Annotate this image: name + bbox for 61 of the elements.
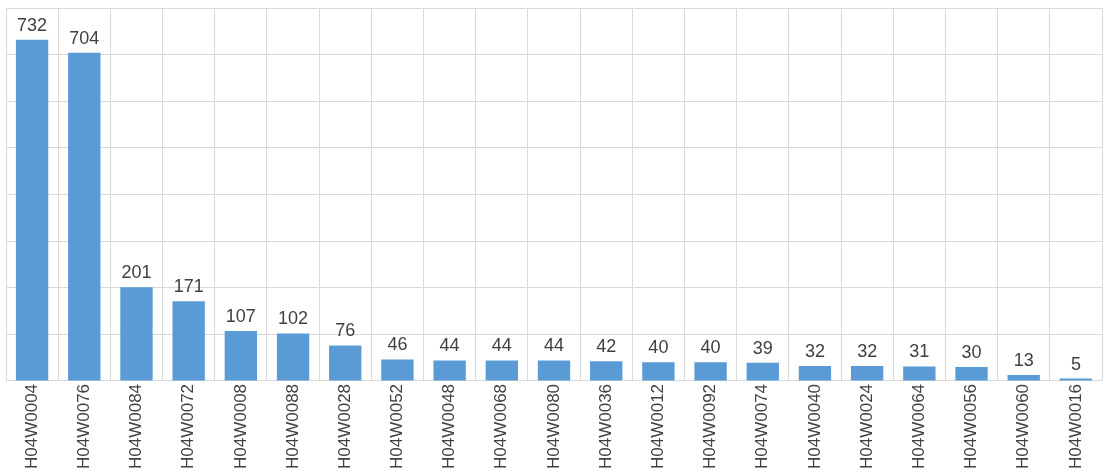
data-label: 42 (596, 336, 617, 357)
data-label: 107 (225, 306, 256, 327)
x-tick-label: H04W0076 (73, 383, 93, 470)
bar (485, 360, 518, 381)
data-label: 44 (439, 335, 460, 356)
bar (850, 366, 884, 381)
x-tick-label: H04W0084 (126, 383, 146, 470)
bar (433, 360, 466, 381)
data-label: 31 (909, 341, 930, 362)
x-tick-label: H04W0072 (178, 383, 198, 470)
x-tick-label: H04W0092 (700, 383, 720, 470)
bar (694, 362, 727, 381)
bar (172, 301, 205, 381)
bar (120, 287, 153, 381)
data-label: 40 (648, 337, 669, 358)
bar (590, 361, 623, 381)
x-tick-label: H04W0080 (543, 383, 563, 470)
bar (15, 39, 49, 381)
bar (276, 333, 310, 381)
data-label: 76 (335, 320, 356, 341)
bar (381, 359, 414, 381)
x-tick-label: H04W0008 (230, 383, 250, 470)
data-label: 171 (173, 276, 204, 297)
data-label: 44 (491, 335, 512, 356)
x-tick-label: H04W0040 (804, 383, 824, 470)
bar (798, 366, 832, 381)
x-tick-label: H04W0028 (334, 383, 354, 470)
x-tick-label: H04W0024 (856, 383, 876, 470)
data-label: 30 (961, 341, 982, 362)
x-tick-label: H04W0012 (648, 383, 668, 470)
x-tick-label: H04W0048 (439, 383, 459, 470)
data-label: 5 (1070, 353, 1081, 374)
data-label: 40 (700, 337, 721, 358)
data-label: 201 (121, 262, 152, 283)
x-tick-label: H04W0016 (1065, 383, 1085, 470)
x-tick-label: H04W0052 (387, 383, 407, 470)
x-tick-label: H04W0060 (1013, 383, 1033, 470)
x-tick-label: H04W0056 (961, 383, 981, 470)
bar (746, 362, 779, 381)
data-label: 39 (752, 337, 773, 358)
bar (903, 366, 936, 381)
data-label: 102 (278, 308, 309, 329)
data-label: 44 (543, 335, 565, 356)
x-tick-label: H04W0064 (909, 383, 929, 470)
x-tick-label: H04W0036 (595, 383, 615, 470)
bar (537, 360, 571, 381)
data-label: 46 (387, 334, 408, 355)
x-tick-label: H04W0074 (752, 383, 772, 470)
x-tick-label: H04W0068 (491, 383, 511, 470)
bar (329, 345, 362, 381)
bar (224, 331, 258, 381)
data-label: 704 (69, 27, 100, 48)
x-tick-label: H04W0088 (282, 383, 302, 470)
bar (642, 362, 675, 381)
data-label: 732 (17, 14, 48, 35)
bar (955, 366, 988, 381)
bar (68, 52, 101, 381)
data-label: 32 (857, 341, 878, 361)
x-tick-label: H04W0004 (21, 383, 41, 470)
data-label: 13 (1013, 349, 1034, 370)
data-label: 32 (804, 341, 825, 361)
